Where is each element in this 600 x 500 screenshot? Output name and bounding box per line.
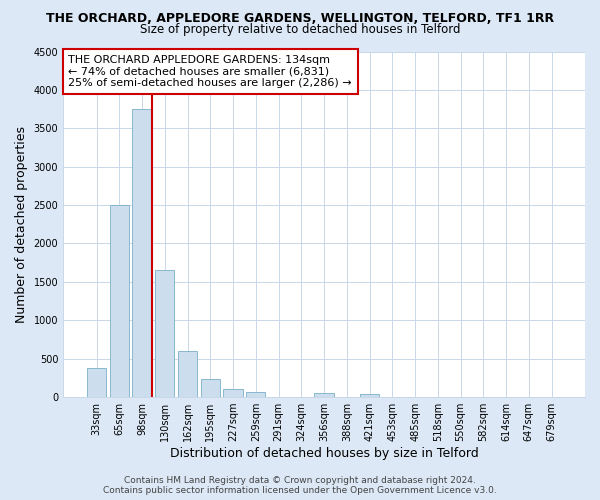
Bar — [87, 368, 106, 397]
Text: THE ORCHARD, APPLEDORE GARDENS, WELLINGTON, TELFORD, TF1 1RR: THE ORCHARD, APPLEDORE GARDENS, WELLINGT… — [46, 12, 554, 26]
Text: Size of property relative to detached houses in Telford: Size of property relative to detached ho… — [140, 22, 460, 36]
X-axis label: Distribution of detached houses by size in Telford: Distribution of detached houses by size … — [170, 447, 478, 460]
Bar — [110, 205, 129, 397]
Y-axis label: Number of detached properties: Number of detached properties — [15, 126, 28, 323]
Bar — [178, 351, 197, 397]
Bar — [223, 390, 243, 397]
Bar — [246, 392, 265, 397]
Text: THE ORCHARD APPLEDORE GARDENS: 134sqm
← 74% of detached houses are smaller (6,83: THE ORCHARD APPLEDORE GARDENS: 134sqm ← … — [68, 55, 352, 88]
Bar — [200, 378, 220, 397]
Bar — [360, 394, 379, 397]
Bar — [155, 270, 175, 397]
Bar — [133, 109, 152, 397]
Text: Contains HM Land Registry data © Crown copyright and database right 2024.
Contai: Contains HM Land Registry data © Crown c… — [103, 476, 497, 495]
Bar — [314, 393, 334, 397]
